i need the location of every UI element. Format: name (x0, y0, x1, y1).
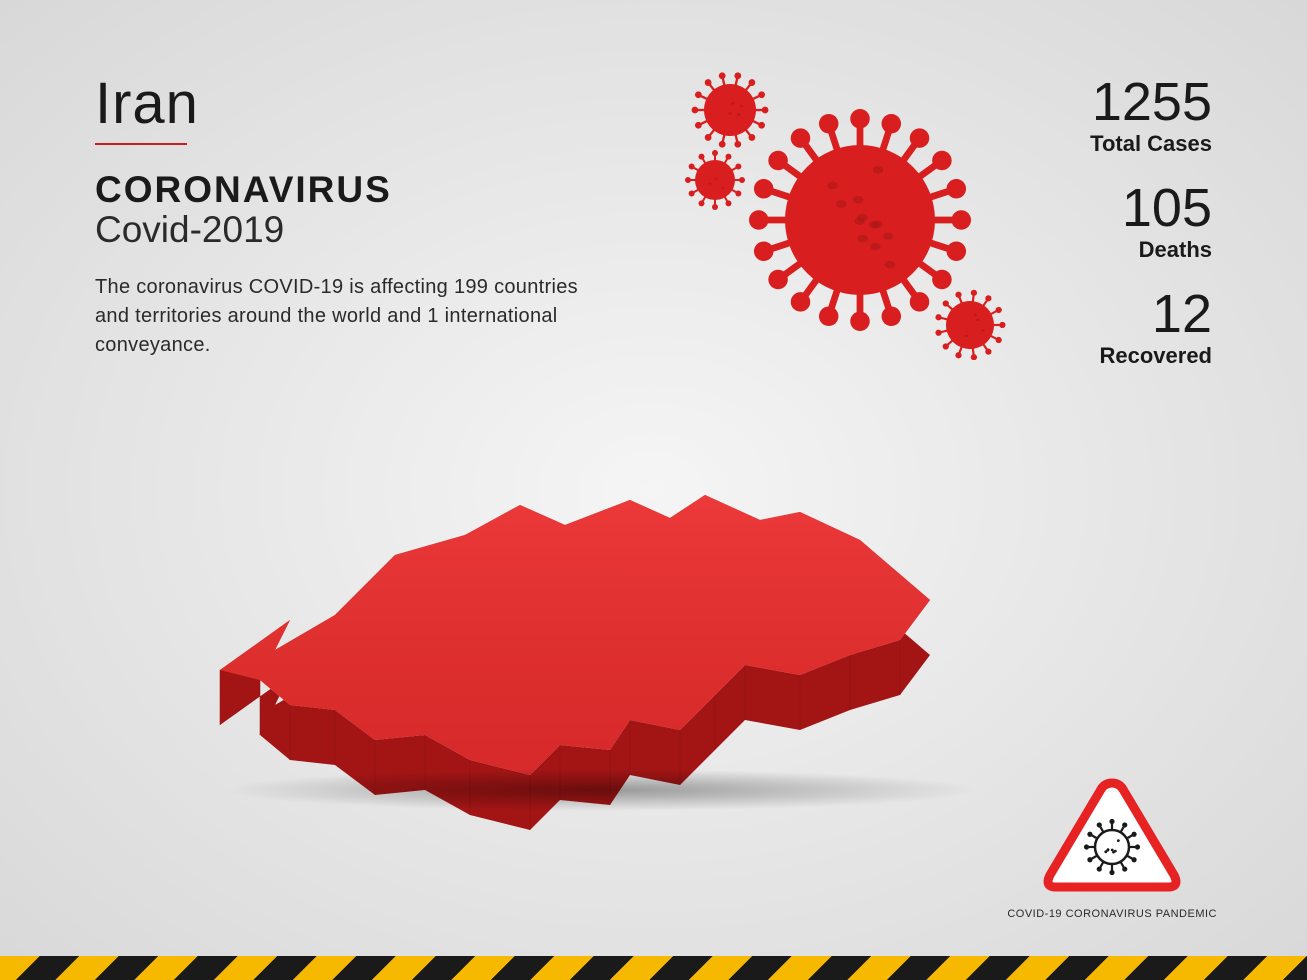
country-map (160, 440, 990, 840)
stat-value: 105 (1090, 181, 1212, 235)
stat-label: Recovered (1090, 343, 1212, 369)
stat-recovered: 12 Recovered (1090, 287, 1212, 369)
header-block: Iran CORONAVIRUS Covid-2019 The coronavi… (95, 70, 615, 360)
stat-label: Deaths (1090, 237, 1212, 263)
virus-icon (660, 60, 1020, 360)
description-text: The coronavirus COVID-19 is affecting 19… (95, 273, 615, 360)
stat-label: Total Cases (1090, 131, 1212, 157)
hazard-stripe (0, 956, 1307, 980)
stat-value: 1255 (1090, 75, 1212, 129)
map-shadow (220, 769, 980, 811)
stat-value: 12 (1090, 287, 1212, 341)
title-main: CORONAVIRUS (95, 169, 615, 211)
country-underline (95, 143, 187, 145)
warning-sign: COVID-19 CORONAVIRUS PANDEMIC (1007, 775, 1217, 920)
stats-panel: 1255 Total Cases 105 Deaths 12 Recovered (1090, 75, 1212, 393)
stat-deaths: 105 Deaths (1090, 181, 1212, 263)
virus-illustration (660, 60, 1020, 360)
warning-label: COVID-19 CORONAVIRUS PANDEMIC (1007, 908, 1217, 920)
title-sub: Covid-2019 (95, 209, 615, 251)
warning-triangle-icon (1042, 775, 1182, 895)
country-name: Iran (95, 70, 615, 137)
stat-total-cases: 1255 Total Cases (1090, 75, 1212, 157)
